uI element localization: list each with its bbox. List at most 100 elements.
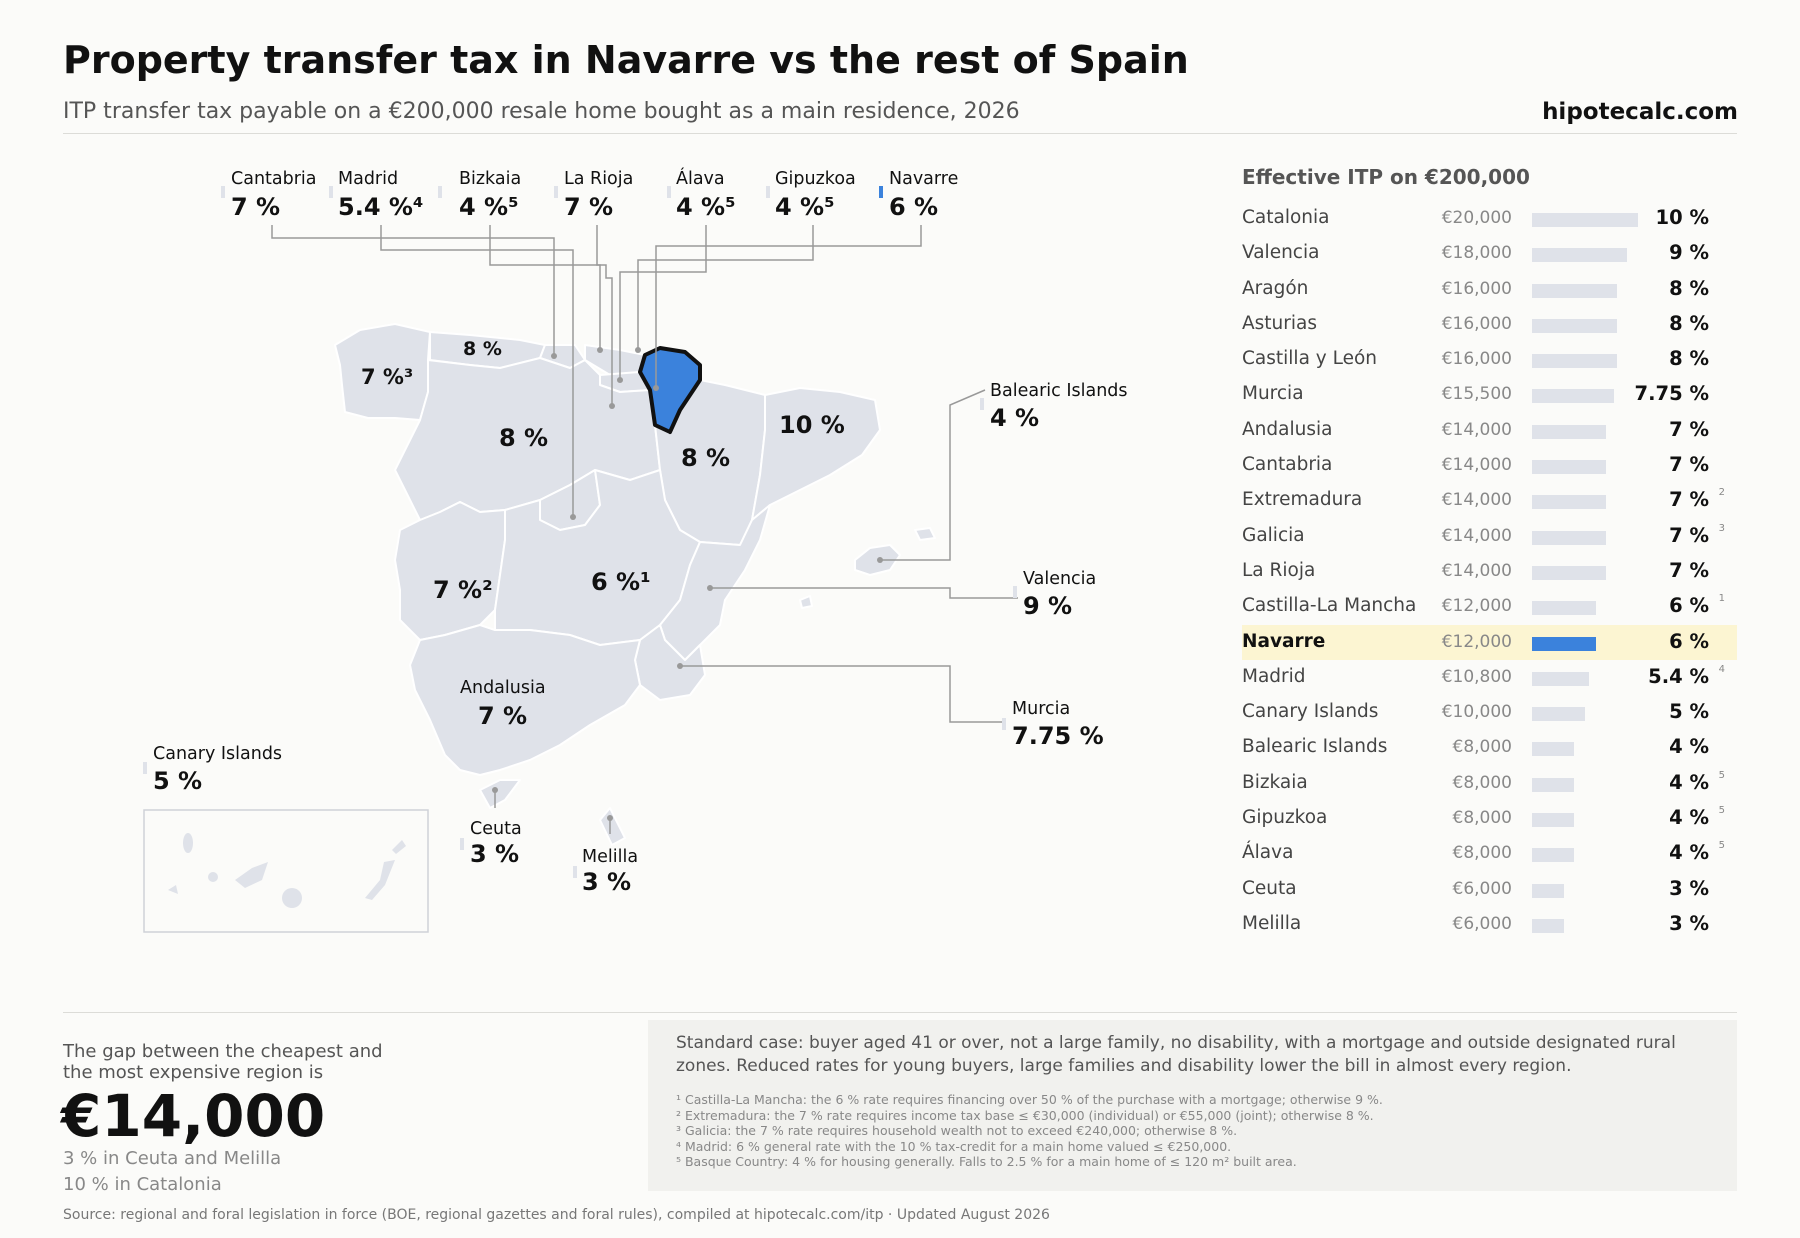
callout-rate: 4 %⁵ [459, 193, 519, 221]
row-region-name: Navarre [1242, 630, 1326, 652]
row-rate: 7.75 % [1634, 382, 1709, 406]
row-amount: €12,000 [1441, 631, 1512, 652]
row-amount: €16,000 [1441, 313, 1512, 334]
row-region-name: Melilla [1242, 912, 1302, 934]
table-row: Catalonia €20,000 10 % [1242, 201, 1737, 236]
row-amount: €6,000 [1452, 913, 1512, 934]
row-region-name: Ceuta [1242, 877, 1297, 899]
notes-box: Standard case: buyer aged 41 or over, no… [648, 1020, 1737, 1191]
row-rate: 7 % [1669, 558, 1709, 582]
bar [1532, 707, 1585, 722]
callout-label: Gipuzkoa [775, 169, 856, 189]
region-ceuta [479, 779, 521, 809]
row-rate: 4 % [1669, 806, 1709, 830]
row-rate: 5 % [1669, 700, 1709, 724]
callout-rate: 6 % [889, 193, 938, 221]
footnote: ⁴ Madrid: 6 % general rate with the 10 %… [676, 1138, 1232, 1154]
table-row: Aragón €16,000 8 % [1242, 272, 1737, 307]
bar [1532, 318, 1617, 333]
row-rate: 10 % [1655, 206, 1709, 229]
row-region-name: Cantabria [1242, 454, 1333, 476]
bar [1532, 460, 1607, 475]
region-label-catalonia: 10 % [779, 411, 845, 439]
table-row: Balearic Islands €8,000 4 % [1242, 730, 1737, 765]
row-rate: 8 % [1669, 276, 1709, 300]
row-region-name: Galicia [1242, 524, 1305, 546]
region-balearic [799, 527, 936, 609]
callout-label: Melilla [582, 847, 638, 867]
table-row: Navarre €12,000 6 % [1242, 624, 1737, 660]
row-amount: €18,000 [1441, 243, 1512, 264]
row-amount: €14,000 [1441, 455, 1512, 476]
table-title: Effective ITP on €200,000 [1242, 165, 1530, 189]
gap-most-expensive: 10 % in Catalonia [63, 1174, 222, 1195]
callout-label: Navarre [889, 169, 958, 189]
table-row: Madrid €10,800 5.4 % 4 [1242, 660, 1737, 695]
row-footnote-mark: 5 [1718, 769, 1725, 781]
callout-label: Bizkaia [459, 169, 521, 189]
callout-rate: 7 % [478, 702, 527, 730]
row-footnote-mark: 3 [1718, 522, 1725, 534]
row-amount: €10,000 [1441, 702, 1512, 723]
row-region-name: Castilla-La Mancha [1242, 595, 1417, 617]
bar [1532, 424, 1607, 439]
itp-bar-table: Effective ITP on €200,000 Catalonia €20,0… [1242, 165, 1737, 942]
row-footnote-mark: 5 [1718, 805, 1725, 817]
row-amount: €8,000 [1452, 737, 1512, 758]
callout-label: La Rioja [564, 169, 633, 189]
row-rate: 3 % [1669, 876, 1709, 900]
table-row: Galicia €14,000 7 % 3 [1242, 519, 1737, 554]
bar [1532, 283, 1617, 298]
row-footnote-mark: 1 [1718, 593, 1725, 605]
region-andalusia [409, 624, 641, 776]
callout-label: Ceuta [470, 819, 522, 839]
row-amount: €14,000 [1441, 490, 1512, 511]
table-row: Asturias €16,000 8 % [1242, 307, 1737, 342]
row-rate: 3 % [1669, 911, 1709, 935]
row-amount: €16,000 [1441, 278, 1512, 299]
bar [1532, 883, 1564, 898]
chart-title: Property transfer tax in Navarre vs the … [63, 38, 1189, 82]
row-footnote-mark: 5 [1718, 840, 1725, 852]
table-row: Andalusia €14,000 7 % [1242, 413, 1737, 448]
row-amount: €14,000 [1441, 525, 1512, 546]
table-row: Gipuzkoa €8,000 4 % 5 [1242, 801, 1737, 836]
table-row: Bizkaia €8,000 4 % 5 [1242, 766, 1737, 801]
region-label-asturias: 8 % [463, 338, 502, 360]
table-row: Canary Islands €10,000 5 % [1242, 695, 1737, 730]
row-region-name: Valencia [1242, 242, 1320, 264]
row-region-name: Aragón [1242, 277, 1309, 299]
region-label-galicia: 7 %³ [361, 365, 413, 389]
region-label-extremadura: 7 %² [433, 576, 493, 604]
row-rate: 8 % [1669, 347, 1709, 371]
row-rate: 4 % [1669, 841, 1709, 865]
callout-rate: 4 % [990, 404, 1039, 432]
callout-rate: 5.4 %⁴ [338, 193, 423, 221]
footnotes: ¹ Castilla-La Mancha: the 6 % rate requi… [676, 1092, 1709, 1170]
callout-rate: 9 % [1023, 592, 1072, 620]
region-navarre [638, 346, 702, 434]
table-row: Murcia €15,500 7.75 % [1242, 377, 1737, 412]
brand-logo-text[interactable]: hipotecalc.com [1542, 99, 1738, 125]
table-row: Álava €8,000 4 % 5 [1242, 836, 1737, 871]
region-melilla [599, 807, 626, 846]
bar [1532, 813, 1575, 828]
row-footnote-mark: 4 [1718, 663, 1725, 675]
row-region-name: Balearic Islands [1242, 736, 1388, 758]
row-amount: €14,000 [1441, 419, 1512, 440]
callout-label: Álava [676, 167, 725, 189]
row-rate: 8 % [1669, 311, 1709, 335]
gap-cheapest: 3 % in Ceuta and Melilla [63, 1148, 282, 1169]
row-region-name: Andalusia [1242, 418, 1333, 440]
row-amount: €14,000 [1441, 560, 1512, 581]
callout-rate: 5 % [153, 767, 202, 795]
table-row: Castilla-La Mancha €12,000 6 % 1 [1242, 589, 1737, 624]
row-amount: €16,000 [1441, 349, 1512, 370]
row-region-name: Extremadura [1242, 489, 1363, 511]
bar [1532, 848, 1575, 863]
region-valencia [659, 504, 771, 661]
callout-rate: 7 % [231, 193, 280, 221]
table-row: Ceuta €6,000 3 % [1242, 872, 1737, 907]
callout-rate: 4 %⁵ [775, 193, 835, 221]
table-row: Melilla €6,000 3 % [1242, 907, 1737, 942]
